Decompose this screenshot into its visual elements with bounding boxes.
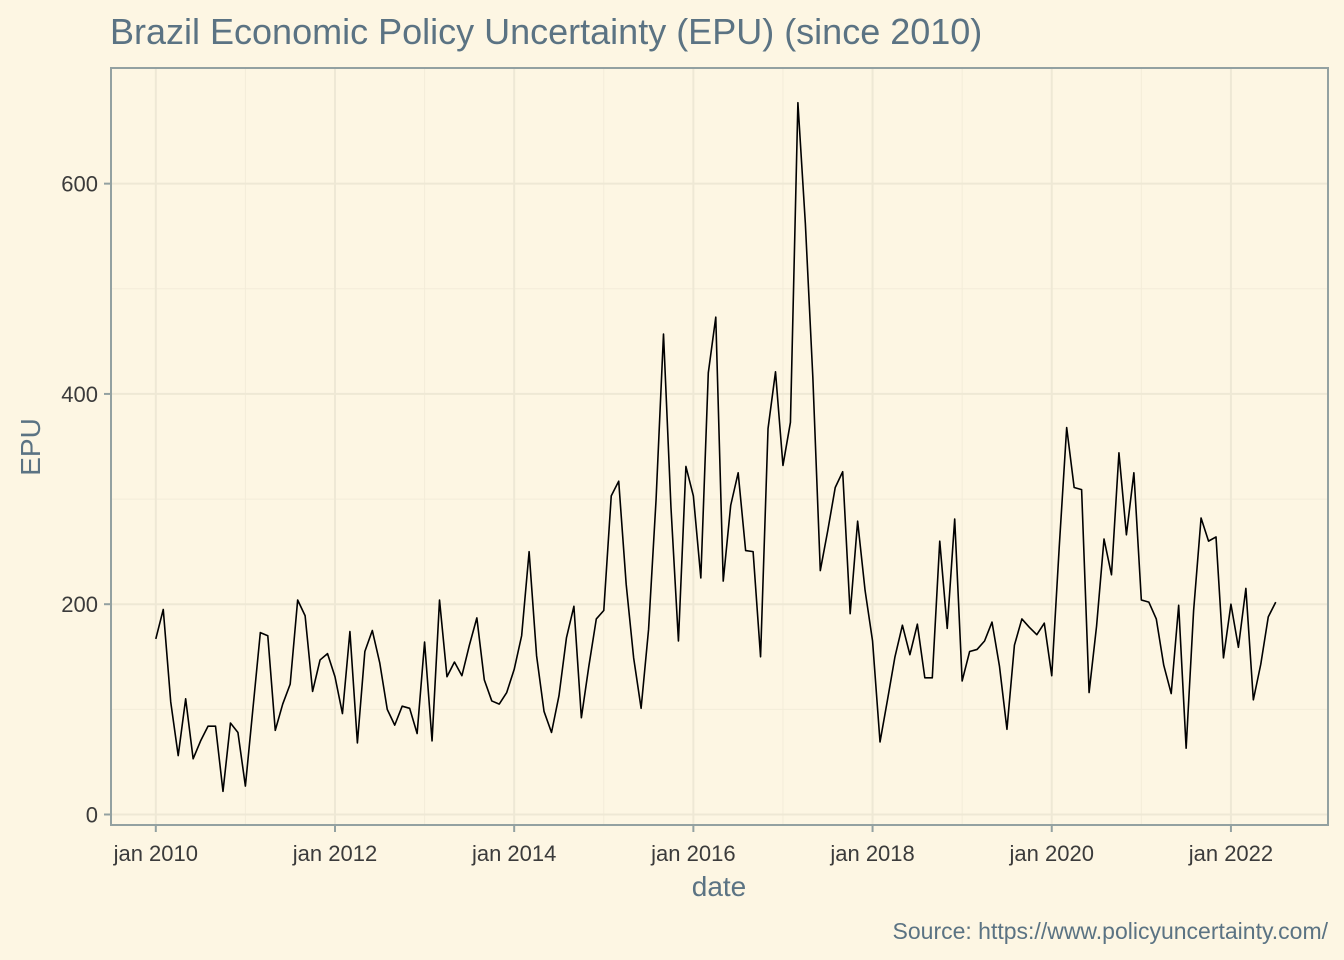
x-tick-label: jan 2022: [1188, 841, 1273, 866]
source-caption: Source: https://www.policyuncertainty.co…: [893, 918, 1329, 944]
major-grid: [111, 68, 1328, 825]
y-axis-title: EPU: [15, 418, 46, 476]
y-tick-label: 600: [61, 172, 98, 197]
y-axis: 0 200 400 600: [61, 172, 111, 827]
x-tick-label: jan 2010: [113, 841, 198, 866]
x-axis: jan 2010 jan 2012 jan 2014 jan 2016 jan 2018…: [113, 825, 1273, 866]
x-tick-label: jan 2020: [1009, 841, 1094, 866]
y-tick-label: 0: [86, 802, 98, 827]
x-tick-label: jan 2016: [650, 841, 735, 866]
x-axis-title: date: [692, 871, 747, 902]
x-tick-label: jan 2018: [829, 841, 914, 866]
plot-panel: [110, 67, 1329, 826]
series-layer: [155, 101, 1277, 793]
y-tick-label: 200: [61, 592, 98, 617]
x-tick-label: jan 2014: [471, 841, 556, 866]
x-tick-label: jan 2012: [292, 841, 377, 866]
minor-grid: [111, 68, 1328, 825]
epu-series-line: [155, 101, 1277, 793]
y-tick-label: 400: [61, 382, 98, 407]
chart-title: Brazil Economic Policy Uncertainty (EPU)…: [110, 11, 982, 52]
